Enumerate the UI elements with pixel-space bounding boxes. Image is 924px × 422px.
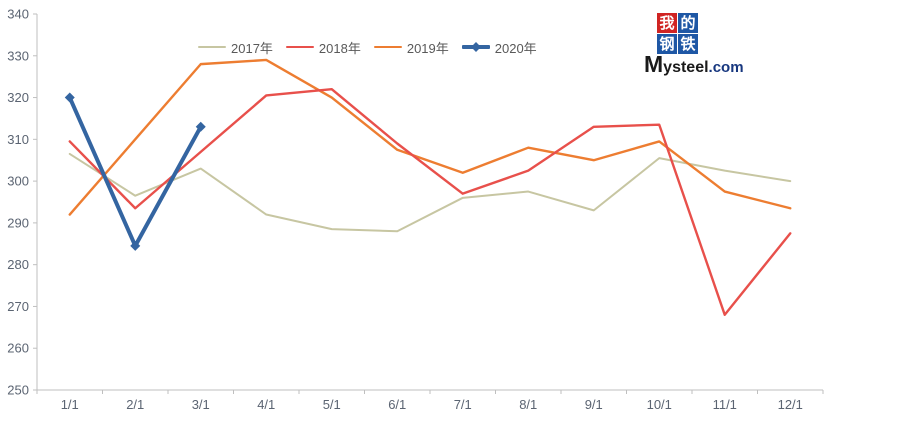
legend-line-swatch (461, 42, 490, 52)
legend-item-2017年: 2017年 (198, 38, 273, 57)
y-axis-label: 260 (7, 341, 29, 356)
mysteel-logo: 我 的 钢 铁 Mysteel.com (644, 13, 764, 77)
x-axis-label: 8/1 (519, 397, 537, 412)
series-line-2019年 (68, 58, 792, 216)
legend-line-swatch (373, 45, 402, 49)
legend-item-2018年: 2018年 (285, 38, 361, 57)
x-axis-label: 10/1 (647, 397, 672, 412)
legend-label: 2017年 (231, 40, 273, 56)
logo-grid: 我 的 钢 铁 (657, 13, 698, 54)
diamond-marker (130, 240, 141, 251)
y-axis-label: 330 (7, 48, 29, 63)
x-axis-label: 5/1 (323, 397, 341, 412)
y-axis-label: 320 (7, 90, 29, 105)
x-axis-label: 7/1 (454, 397, 472, 412)
legend-label: 2019年 (406, 40, 449, 56)
chart-legend: 2017年 2018年 2019年 2020年 (198, 38, 537, 57)
logo-wordmark-com: .com (708, 59, 744, 76)
logo-char-wo: 我 (657, 13, 677, 33)
legend-diamond-marker (470, 42, 481, 52)
y-axis-label: 340 (7, 7, 29, 22)
series-line-2018年 (68, 87, 792, 316)
legend-line-swatch (198, 46, 226, 48)
x-axis-label: 11/1 (713, 397, 737, 412)
x-axis-label: 6/1 (388, 397, 406, 412)
legend-line-swatch (285, 45, 314, 49)
legend-label: 2018年 (318, 40, 361, 56)
logo-char-de: 的 (678, 13, 698, 33)
legend-item-2019年: 2019年 (373, 38, 449, 57)
legend-label: 2020年 (494, 40, 537, 56)
series-line-2017年 (68, 152, 792, 233)
diamond-marker (64, 92, 75, 103)
y-axis-label: 250 (7, 383, 29, 398)
x-axis-label: 9/1 (585, 397, 603, 412)
x-axis-label: 2/1 (126, 397, 144, 412)
diamond-marker (195, 121, 206, 132)
x-axis-label: 1/1 (61, 397, 79, 412)
x-axis-label: 12/1 (778, 397, 803, 412)
y-axis-label: 280 (7, 257, 29, 272)
logo-char-tie: 铁 (678, 34, 698, 54)
y-axis-label: 310 (7, 132, 29, 147)
y-axis-label: 270 (7, 299, 29, 314)
legend-item-2020年: 2020年 (461, 38, 537, 57)
series-line-2020年 (67, 95, 203, 248)
x-axis-label: 4/1 (257, 397, 275, 412)
y-axis-label: 300 (7, 174, 29, 189)
logo-wordmark: Mysteel.com (644, 51, 744, 78)
y-axis-label: 290 (7, 215, 29, 230)
logo-char-gang: 钢 (657, 34, 677, 54)
x-axis-label: 3/1 (192, 397, 210, 412)
logo-wordmark-mysteel: Mysteel (644, 51, 709, 77)
